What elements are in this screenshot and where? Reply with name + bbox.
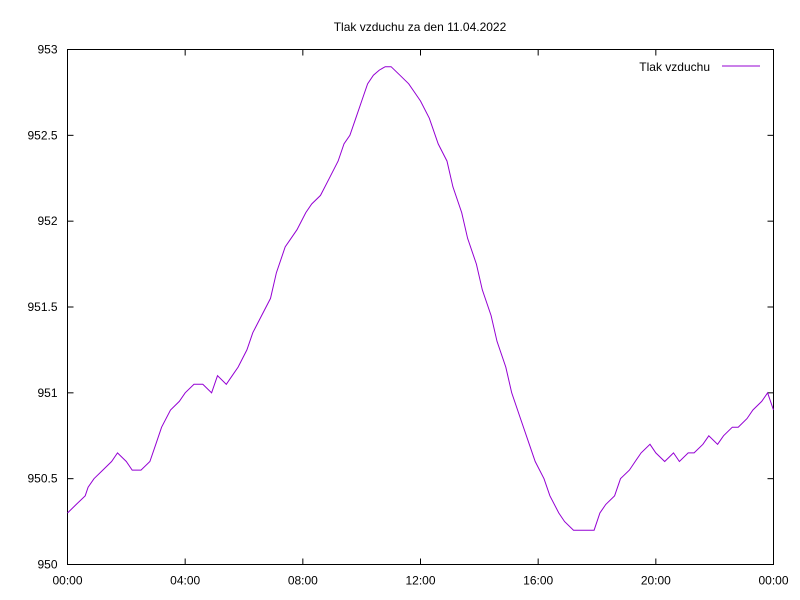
y-tick-label: 952.5 [27,128,57,142]
x-axis: 00:00 04:00 08:00 12:00 16:00 20:00 00:00 [52,49,789,588]
x-tick-label: 12:00 [405,574,435,588]
y-tick-label: 951 [37,386,57,400]
chart-title: Tlak vzduchu za den 11.04.2022 [334,20,507,34]
x-tick-label: 08:00 [288,574,318,588]
series-line-tlak-vzduchu [67,66,774,531]
x-tick-label: 20:00 [641,574,671,588]
y-tick-label: 950 [37,558,57,572]
y-tick-label: 952 [37,214,57,228]
x-tick-label: 00:00 [758,574,788,588]
x-tick-label: 16:00 [523,574,553,588]
y-axis: 950 950.5 951 951.5 952 952.5 953 [27,43,774,572]
x-tick-label: 00:00 [52,574,82,588]
y-tick-label: 951.5 [27,300,57,314]
y-tick-label: 953 [37,43,57,57]
legend: Tlak vzduchu [639,60,760,74]
y-tick-label: 950.5 [27,472,57,486]
legend-label: Tlak vzduchu [639,60,710,74]
x-tick-label: 04:00 [170,574,200,588]
